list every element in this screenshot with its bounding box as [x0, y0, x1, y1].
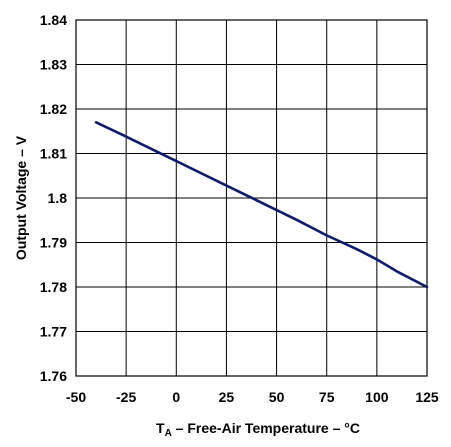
y-tick-label: 1.79: [40, 235, 67, 251]
x-axis-title-symbol: T: [156, 420, 165, 436]
y-tick-label: 1.8: [48, 190, 68, 206]
x-tick-labels: -50 -25 0 25 50 75 100 125: [66, 389, 439, 405]
x-tick-label: 75: [319, 389, 335, 405]
y-axis-title: Output Voltage – V: [13, 135, 29, 260]
x-tick-label: -25: [116, 389, 136, 405]
x-tick-label: 100: [365, 389, 389, 405]
series-group: [94, 121, 429, 289]
x-axis-title: TA – Free-Air Temperature – °C: [156, 420, 360, 439]
y-tick-label: 1.84: [40, 12, 67, 28]
x-tick-label: -50: [66, 389, 86, 405]
x-tick-label: 50: [269, 389, 285, 405]
y-tick-label: 1.82: [40, 101, 67, 117]
y-tick-label: 1.81: [40, 146, 67, 162]
y-tick-label: 1.76: [40, 368, 67, 384]
x-tick-label: 125: [415, 389, 439, 405]
plot-frame: [75, 19, 428, 377]
x-axis-title-subscript: A: [165, 428, 172, 439]
y-tick-label: 1.77: [40, 324, 67, 340]
x-tick-label: 25: [219, 389, 235, 405]
y-tick-label: 1.83: [40, 57, 67, 73]
x-tick-label: 0: [172, 389, 180, 405]
y-tick-label: 1.78: [40, 279, 67, 295]
y-tick-labels: 1.76 1.77 1.78 1.79 1.8 1.81 1.82 1.83 1.84: [40, 12, 67, 384]
x-axis-title-rest: – Free-Air Temperature – °C: [172, 420, 360, 436]
series-line-0: [94, 121, 429, 289]
